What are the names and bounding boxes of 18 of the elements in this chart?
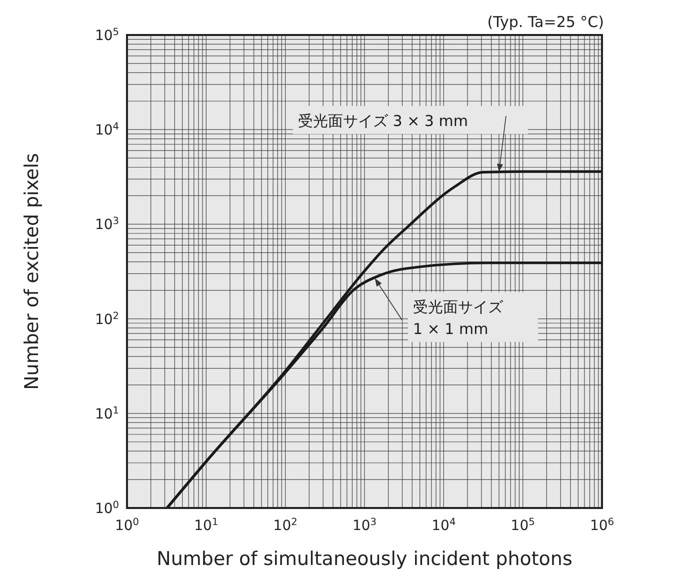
text: 受光面サイズ 3 × 3 mm xyxy=(298,112,468,130)
text: 受光面サイズ 1 × 1 mm xyxy=(413,298,504,338)
y-tick-label: 10$^{4}$ xyxy=(94,121,119,139)
x-tick-label: 10$^{1}$ xyxy=(194,516,218,534)
y-tick-label: 10$^{5}$ xyxy=(94,26,119,44)
y-tick-label: 10$^{3}$ xyxy=(94,216,119,234)
x-tick-label: 10$^{6}$ xyxy=(590,516,614,534)
x-axis-title: Number of simultaneously incident photons xyxy=(156,548,572,570)
x-tick-label: 10$^{0}$ xyxy=(114,516,140,534)
x-tick-label: 10$^{2}$ xyxy=(273,516,298,534)
y-axis-title: Number of excited pixels xyxy=(21,153,43,390)
y-tick-label: 10$^{0}$ xyxy=(94,500,119,517)
x-tick-label: 10$^{5}$ xyxy=(510,516,535,534)
x-tick-label: 10$^{4}$ xyxy=(432,516,456,534)
y-tick-label: 10$^{2}$ xyxy=(94,310,119,328)
y-tick-label: 10$^{1}$ xyxy=(94,404,119,422)
text: (Typ. Ta=25 °C) xyxy=(487,13,604,31)
x-tick-label: 10$^{3}$ xyxy=(352,516,377,534)
